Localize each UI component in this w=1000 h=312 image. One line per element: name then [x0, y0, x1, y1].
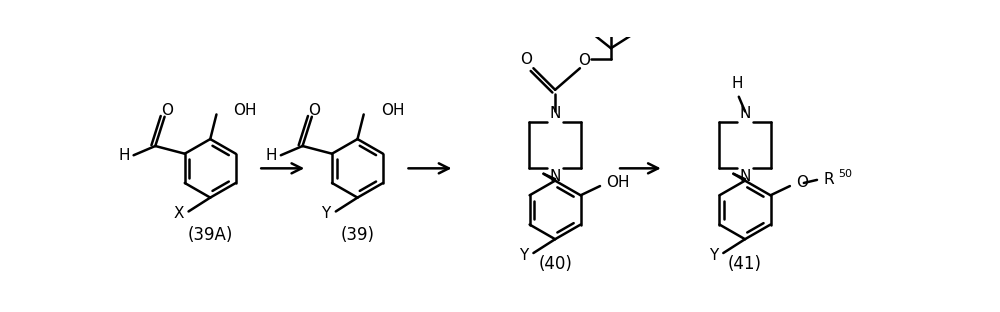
- Text: X: X: [173, 206, 184, 221]
- Text: O: O: [579, 53, 591, 68]
- Text: (41): (41): [728, 255, 762, 273]
- Text: (39): (39): [340, 226, 374, 244]
- Text: Y: Y: [519, 248, 528, 263]
- Text: O: O: [161, 103, 173, 118]
- Text: (39A): (39A): [188, 226, 233, 244]
- Text: OH: OH: [606, 175, 630, 190]
- Text: OH: OH: [381, 103, 404, 118]
- Text: OH: OH: [234, 103, 257, 118]
- Text: Y: Y: [709, 248, 718, 263]
- Text: N: N: [739, 169, 751, 184]
- Text: N: N: [549, 106, 561, 121]
- Text: N: N: [549, 169, 561, 184]
- Text: (40): (40): [538, 255, 572, 273]
- Text: H: H: [119, 148, 130, 163]
- Text: R: R: [824, 173, 835, 188]
- Text: H: H: [732, 76, 743, 91]
- Text: H: H: [266, 148, 277, 163]
- Text: 50: 50: [838, 169, 852, 179]
- Text: O: O: [308, 103, 320, 118]
- Text: Y: Y: [321, 206, 330, 221]
- Text: O: O: [520, 51, 532, 66]
- Text: O: O: [796, 175, 808, 190]
- Text: N: N: [739, 106, 751, 121]
